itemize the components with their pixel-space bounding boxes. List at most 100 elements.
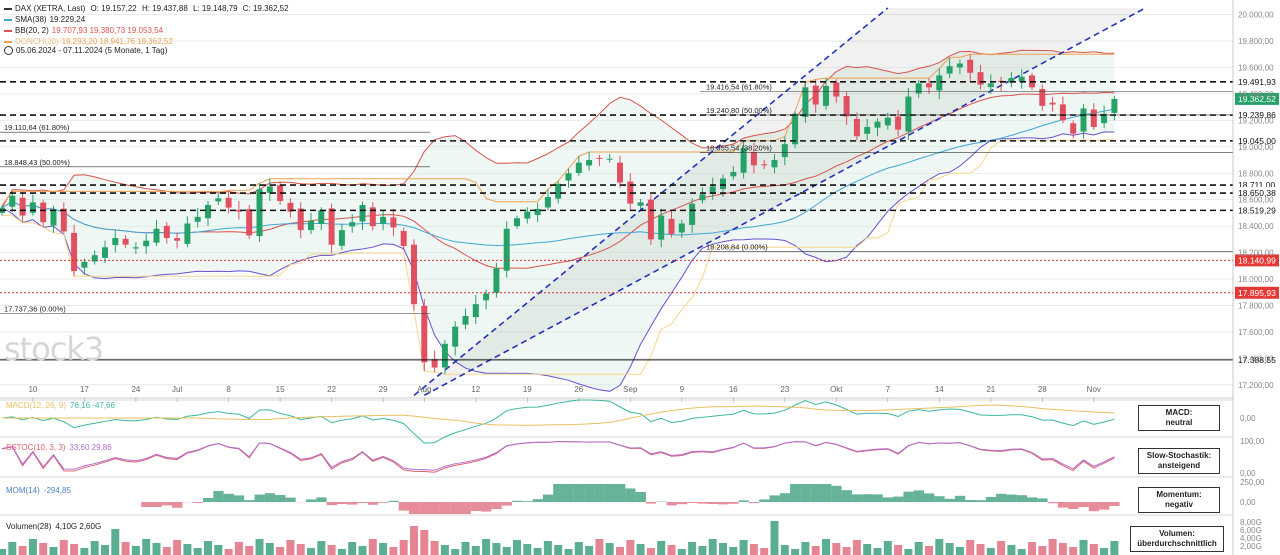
volume-bar	[327, 545, 336, 555]
bollinger-upper-line	[1, 49, 1115, 208]
momentum-bar	[1016, 495, 1027, 502]
fib-right-label: 19.416,54 (61.80%)	[706, 83, 772, 92]
candle-body	[184, 223, 191, 244]
momentum-bar	[398, 502, 409, 511]
volume-bar	[337, 549, 346, 555]
level-tag: 19.491,93	[1238, 77, 1276, 87]
fib-right-label: 18.208,84 (0.00%)	[706, 242, 768, 251]
volume-bar	[945, 543, 954, 555]
candle-body	[205, 204, 211, 219]
sub-tick-label: 250,00	[1240, 478, 1265, 487]
candle-body	[503, 228, 510, 271]
candle-body	[771, 160, 778, 168]
y-tick-label: 19.600,00	[1238, 63, 1274, 72]
momentum-bar	[975, 500, 986, 502]
volume-bar	[667, 545, 676, 555]
momentum-bar	[954, 495, 966, 502]
volume-bar	[410, 526, 418, 555]
sub-tick-label: 0,00	[1240, 414, 1256, 423]
momentum-bar	[594, 484, 605, 502]
candle-body	[1039, 89, 1046, 106]
momentum-bar	[790, 484, 801, 502]
macd-label: MACD(12, 26, 9) 76,16 -47,66	[6, 401, 115, 410]
momentum-bar	[553, 484, 564, 502]
mom-status: negativ	[1164, 500, 1193, 509]
donch-value: 19.293,20 18.941,76 19.362,52	[61, 37, 173, 46]
y-tick-label: 18.800,00	[1238, 169, 1274, 178]
legend-donch: DONCH(20) 19.293,20 18.941,76 19.362,52	[4, 36, 289, 47]
stoch-status-box: Slow-Stochastik: ansteigend	[1138, 448, 1220, 474]
candle-body	[812, 85, 819, 105]
momentum-bar	[522, 501, 533, 502]
x-tick-label: 21	[986, 385, 995, 394]
momentum-bar	[862, 494, 873, 502]
stock3-watermark: stock3	[4, 330, 104, 368]
volume-bar	[883, 541, 892, 555]
stoch-values: 33,60 29,86	[69, 443, 112, 452]
x-tick-label: 10	[28, 385, 37, 394]
stoch-name: SSTOC(10, 3, 3)	[6, 443, 66, 452]
clock-icon	[4, 46, 13, 56]
momentum-bar	[697, 502, 708, 504]
volume-bar	[430, 541, 439, 555]
volume-bar	[90, 541, 99, 555]
volume-bar	[59, 540, 68, 555]
candle-body	[833, 82, 840, 97]
momentum-bar	[893, 496, 904, 502]
volume-bar	[379, 543, 388, 555]
macd-line	[1, 399, 1115, 444]
volume-bar	[801, 542, 810, 555]
volume-bar	[399, 540, 408, 555]
candle-body	[544, 197, 551, 208]
volume-bar	[832, 543, 841, 555]
candle-body	[956, 63, 963, 68]
candle-body	[421, 305, 428, 363]
candle-body	[843, 96, 850, 117]
volume-bar	[0, 549, 6, 555]
candle-body	[338, 230, 345, 246]
candle-body	[761, 164, 768, 166]
volume-bar	[101, 545, 109, 555]
momentum-bar	[903, 491, 914, 502]
volume-bar	[1038, 546, 1047, 555]
level-tag-bg	[1235, 187, 1279, 200]
momentum-bar	[213, 491, 224, 502]
candle-body	[112, 238, 119, 246]
momentum-bar	[460, 502, 471, 514]
macd-signal-line	[2, 404, 1115, 426]
stoch-status-label: Slow-Stochastik:	[1146, 451, 1212, 460]
y-tick-label: 18.400,00	[1238, 222, 1274, 231]
momentum-bar	[584, 484, 595, 502]
momentum-bar	[635, 492, 646, 502]
bb-label: BB(20, 2)	[15, 26, 49, 35]
candle-body	[493, 268, 500, 293]
momentum-bar	[913, 490, 924, 502]
candle-body	[174, 238, 181, 241]
volume-bar	[317, 541, 326, 555]
volume-bar	[28, 539, 37, 555]
candle-body	[606, 158, 613, 160]
candle-body	[678, 223, 685, 233]
volume-bar	[605, 543, 614, 555]
volume-bar	[162, 547, 171, 555]
red-level-tag-bg	[1235, 286, 1279, 299]
x-tick-label: Sep	[623, 385, 638, 394]
volume-bar	[904, 549, 913, 555]
candle-body	[81, 261, 88, 268]
sub-tick-label: 2,00G	[1240, 542, 1262, 551]
trend-channel-lower	[423, 7, 1146, 397]
x-tick-label: 17	[80, 385, 89, 394]
momentum-bar	[336, 502, 348, 504]
volume-status-box: Volumen: überdurchschnittlich	[1130, 526, 1224, 552]
candle-body	[71, 232, 78, 272]
volume-name: Volumen(28)	[6, 522, 52, 531]
macd-values: 76,16 -47,66	[70, 401, 115, 410]
volume-bar	[265, 543, 274, 555]
x-tick-label: 23	[780, 385, 789, 394]
candle-body	[802, 87, 809, 117]
volume-bar	[1017, 549, 1026, 555]
momentum-bar	[1078, 502, 1089, 507]
candle-body	[452, 326, 459, 347]
sub-tick-label: 4,00G	[1240, 534, 1262, 543]
donchian-lower-line	[2, 138, 1115, 375]
